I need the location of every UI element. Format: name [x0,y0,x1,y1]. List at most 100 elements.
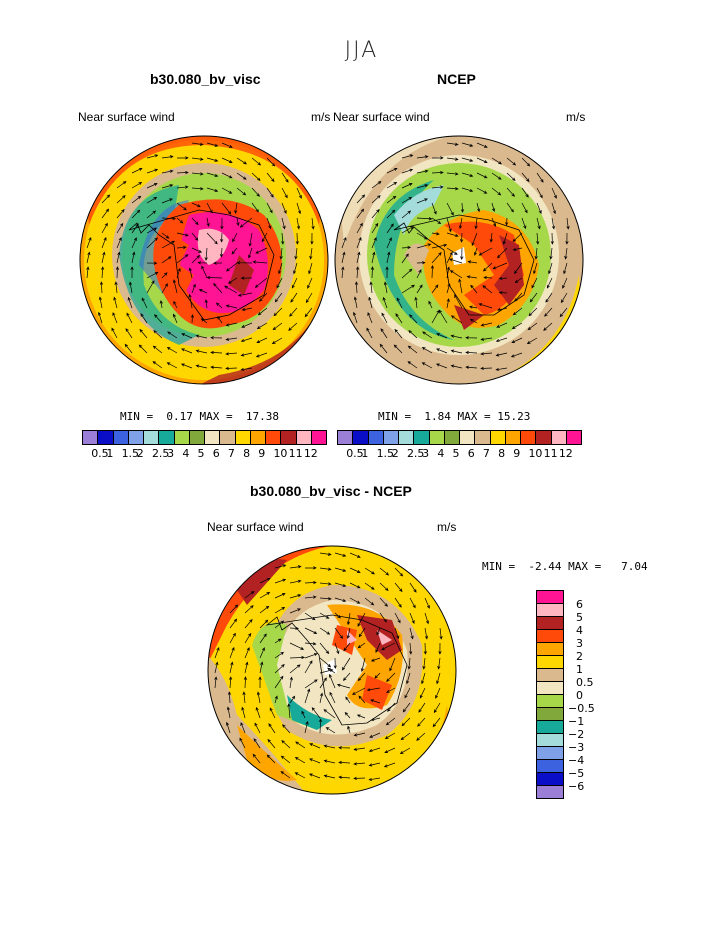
wind-vector [101,251,106,264]
wind-vector [352,311,358,324]
wind-vector [471,232,478,247]
wind-vector [146,280,155,294]
wind-vector [256,322,268,329]
wind-vector [533,262,538,275]
wind-vector [131,209,141,219]
wind-vector [449,270,463,279]
wind-vector [353,762,366,766]
colorbar-level-label: 8 [243,447,251,460]
wind-vector [86,266,90,279]
wind-vector [346,627,351,639]
wind-vector [506,187,515,197]
colorbar-swatch [566,431,581,444]
wind-vector [146,197,158,204]
wind-vector [536,172,544,183]
wind-vector [204,247,208,262]
colorbar-level-label: 12 [558,447,573,460]
wind-vector [256,691,261,704]
wind-vector [450,364,463,369]
wind-vector [416,184,429,189]
wind-vector [101,208,110,219]
wind-vector [131,195,142,204]
wind-vector [366,687,381,692]
wind-vector [319,692,324,704]
colorbar-swatch [368,431,384,444]
wind-vector [549,247,553,260]
wind-vector [304,679,318,689]
wind-vector [198,289,208,294]
wind-vector [258,676,262,689]
wind-vector [379,612,387,623]
wind-vector [114,281,118,294]
wind-vector [146,227,157,234]
wind-vector [465,365,478,369]
wind-vector [266,172,275,183]
wind-vector [191,232,199,241]
wind-vector [356,714,366,719]
colorbar-level-label: 7 [227,447,235,460]
colorbar-swatch [537,643,563,656]
wind-vector [266,187,274,198]
wind-vector [436,333,448,339]
wind-vector [473,247,478,256]
wind-vector [559,307,568,318]
wind-vector [253,738,261,749]
colorbar-level-label: 5 [197,447,205,460]
wind-vector [309,743,321,749]
wind-vector [416,284,423,294]
wind-vector [347,725,351,734]
wind-vector [467,260,478,264]
wind-vector [116,208,125,219]
wind-vector [161,232,170,239]
wind-vector [282,724,291,734]
wind-vector [304,627,318,634]
wind-vector [146,237,158,249]
wind-vector [100,266,105,279]
wind-vector [367,312,373,324]
wind-vector [416,732,426,741]
wind-vector [419,687,426,699]
colorbar-swatch [399,431,415,444]
wind-vector [161,240,175,249]
colorbar-level-label: −0.5 [568,702,595,715]
wind-vector [424,627,429,640]
wind-vector [431,284,439,294]
colorbar-swatch [537,747,563,760]
wind-vector [161,155,174,159]
wind-vector [521,187,529,198]
wind-vector [349,552,361,558]
wind-vector [446,202,454,216]
wind-vector [243,676,248,689]
wind-vector [289,655,306,660]
wind-vector [266,217,272,230]
colorbar-swatch [521,431,537,444]
wind-vector [234,202,238,214]
wind-vector [309,247,313,260]
wind-vector [346,612,351,626]
wind-vector [396,297,403,309]
wind-vector [446,157,459,161]
wind-vector [276,277,283,289]
wind-vector [480,366,493,371]
wind-vector [460,202,465,213]
wind-vector [386,167,398,174]
wind-vector [433,702,441,714]
wind-vector [278,262,283,275]
wind-vector [428,300,433,309]
wind-vector [304,580,317,585]
wind-vector [304,688,311,704]
wind-vector [319,612,330,619]
wind-vector [153,330,163,339]
wind-vector [274,675,284,689]
wind-vector [159,300,163,309]
colorbar-swatch [414,431,430,444]
wind-vector [422,331,433,339]
wind-vector [101,194,111,204]
wind-vector [259,292,268,302]
wind-vector [241,706,246,719]
wind-vector [176,170,189,175]
wind-vector [116,222,124,234]
wind-vector [334,552,347,557]
wind-vector [161,272,168,279]
panel2-title: NCEP [437,71,476,87]
